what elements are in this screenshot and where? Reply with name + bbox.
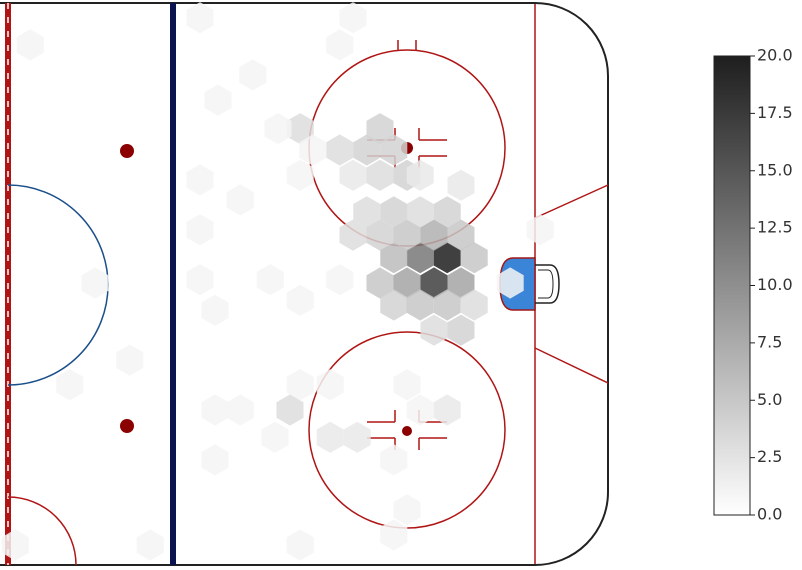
hexbin-cell xyxy=(186,214,214,246)
colorbar-tick-label: 5.0 xyxy=(757,390,782,409)
hexbin-cell xyxy=(406,242,434,274)
hexbin-cell xyxy=(433,196,461,228)
hexbin-cell xyxy=(380,289,408,321)
hexbin-cell xyxy=(316,421,344,453)
hexbin-cell xyxy=(380,134,408,166)
hexbin-cell xyxy=(316,369,344,401)
hexbin-cell xyxy=(136,529,164,561)
hexbin-cell xyxy=(286,369,314,401)
hexbin-cell xyxy=(286,113,314,145)
hexbin-cell xyxy=(226,394,254,426)
hexbin-cell xyxy=(380,519,408,551)
trapezoid-line xyxy=(534,347,609,384)
hexbin-cell xyxy=(447,314,475,346)
net-inner xyxy=(538,269,554,299)
hexbin-cell xyxy=(326,264,354,296)
hexbin-cell xyxy=(186,2,214,34)
hexbin-cell xyxy=(299,134,327,166)
hexbin-cell xyxy=(339,219,367,251)
hexbin-cell xyxy=(353,134,381,166)
hexbin-cell xyxy=(353,196,381,228)
hexbin-cell xyxy=(406,159,434,191)
colorbar-tick-label: 7.5 xyxy=(757,332,782,351)
hexbin-cell xyxy=(406,289,434,321)
hexbin-cell xyxy=(406,394,434,426)
hexbin-cell xyxy=(447,267,475,299)
hexbin-cell xyxy=(201,444,229,476)
colorbar-tick-label: 10.0 xyxy=(757,275,793,294)
colorbar-tick-label: 12.5 xyxy=(757,218,793,237)
hexbin-cell xyxy=(226,184,254,216)
hexbin-cell xyxy=(1,529,29,561)
hexbin-cell xyxy=(380,196,408,228)
hexbin-cell xyxy=(366,113,394,145)
colorbar: 0.0 2.5 5.0 7.5 10.0 12.5 15.0 17.5 20.0 xyxy=(713,46,793,524)
hexbin-cell xyxy=(264,113,292,145)
hexbin-cell xyxy=(326,134,354,166)
hexbin-cell xyxy=(420,219,448,251)
hexbin-cell xyxy=(366,159,394,191)
hexbin-cell xyxy=(496,267,524,299)
hexbin-cell xyxy=(56,369,84,401)
colorbar-tick-label: 20.0 xyxy=(757,46,793,65)
net xyxy=(535,264,560,304)
hexbin-cell xyxy=(286,284,314,316)
hexbin-cell xyxy=(393,267,421,299)
neutral-dot xyxy=(120,144,134,158)
hexbin-cell xyxy=(366,219,394,251)
hexbin-cell xyxy=(239,59,267,91)
hexbin-cell xyxy=(343,421,371,453)
hexbin-cell xyxy=(433,394,461,426)
hexbin-cell xyxy=(380,242,408,274)
trapezoid-line xyxy=(534,184,609,219)
hexbin-cell xyxy=(447,169,475,201)
colorbar-gradient xyxy=(713,55,751,516)
hexbin-cell xyxy=(433,289,461,321)
hexbin-cell xyxy=(420,314,448,346)
hexbin-cell xyxy=(393,369,421,401)
lower-circle xyxy=(7,496,77,566)
hexbin-cell xyxy=(261,421,289,453)
hexbin-cell xyxy=(276,394,304,426)
hexbin-cell xyxy=(339,159,367,191)
hexbin-cell xyxy=(204,84,232,116)
hexbin-cell xyxy=(16,29,44,61)
hexbin-cell xyxy=(393,219,421,251)
hexbin-cell xyxy=(286,159,314,191)
hexbin-cell xyxy=(460,289,488,321)
hexbin-cell xyxy=(201,294,229,326)
hexbin-cell xyxy=(366,267,394,299)
hexbin-cell xyxy=(406,196,434,228)
colorbar-tick-label: 2.5 xyxy=(757,447,782,466)
colorbar-tick-label: 17.5 xyxy=(757,103,793,122)
faceoff-dot xyxy=(402,426,412,436)
hexbin-cell xyxy=(420,267,448,299)
hexbin-cell xyxy=(326,29,354,61)
hexbin-cell xyxy=(339,2,367,34)
boards xyxy=(0,2,609,566)
hexbin-cell xyxy=(433,242,461,274)
hexbin-cell xyxy=(81,267,109,299)
neutral-dot xyxy=(120,419,134,433)
hexbins xyxy=(1,2,554,561)
hexbin-cell xyxy=(116,344,144,376)
hexbin-cell xyxy=(380,444,408,476)
hexbin-cell xyxy=(460,242,488,274)
hexbin-cell xyxy=(526,214,554,246)
hexbin-cell xyxy=(286,529,314,561)
colorbar-tick-label: 15.0 xyxy=(757,160,793,179)
hexbin-cell xyxy=(256,264,284,296)
colorbar-tick-label: 0.0 xyxy=(757,505,782,524)
hexbin-cell xyxy=(186,164,214,196)
hexbin-cell xyxy=(447,219,475,251)
hexbin-cell xyxy=(393,494,421,526)
hexbin-cell xyxy=(186,264,214,296)
hexbin-cell xyxy=(201,394,229,426)
